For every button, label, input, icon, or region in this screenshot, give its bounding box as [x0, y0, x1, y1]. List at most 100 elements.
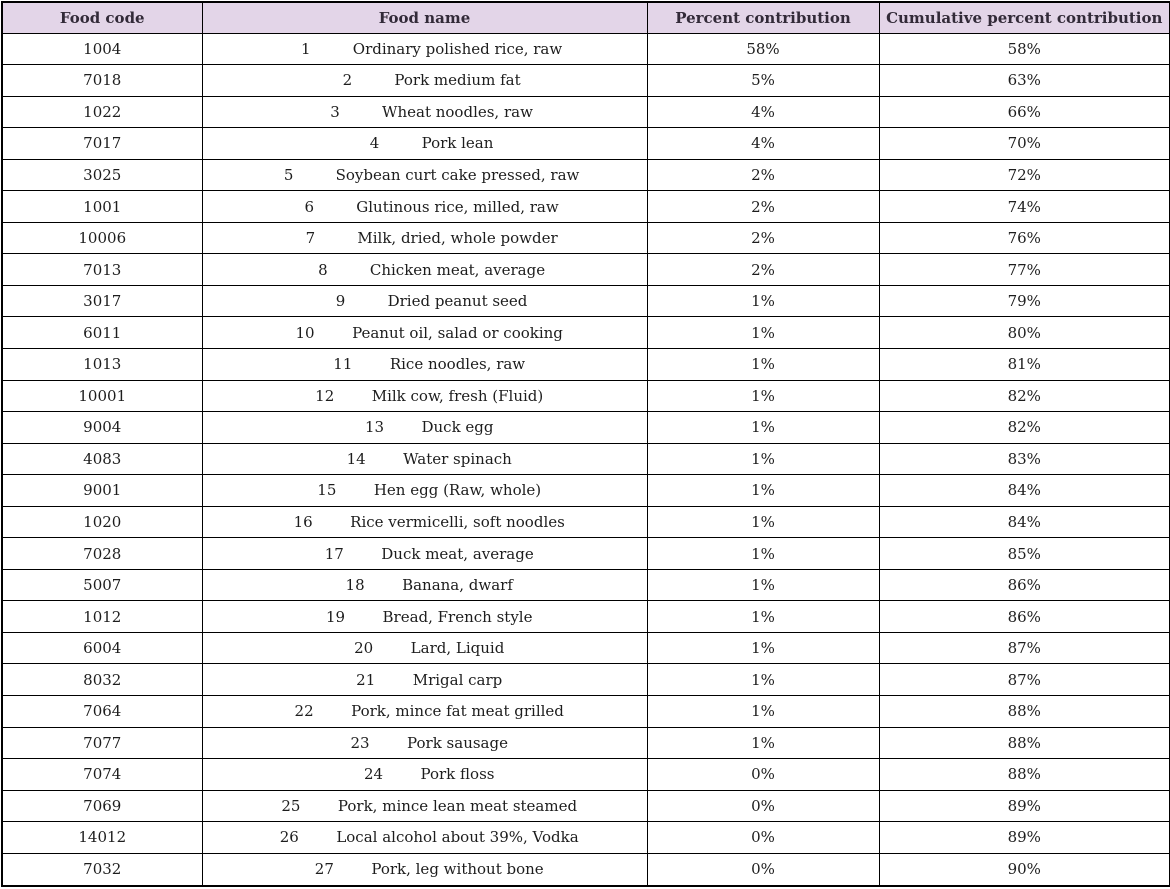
food-code-cell: 10001 [1, 379, 203, 413]
food-name-cell: 16 Rice vermicelli, soft noodles [201, 505, 648, 539]
food-name-cell: 3 Wheat noodles, raw [201, 95, 648, 129]
food-name-cell: 11 Rice noodles, raw [201, 347, 648, 381]
food-code-cell: 1022 [1, 95, 203, 129]
table-row: 6004 20 Lard, Liquid 1% 87% [1, 631, 1170, 665]
food-code-cell: 7074 [1, 758, 203, 791]
percent-contribution-cell: 1% [646, 474, 880, 507]
food-name-cell: 23 Pork sausage [201, 726, 648, 760]
food-name-cell: 22 Pork, mince fat meat grilled [201, 694, 648, 728]
food-rank-number: 20 [354, 639, 374, 658]
cumulative-percent-cell: 85% [878, 537, 1170, 570]
percent-contribution-cell: 58% [646, 32, 880, 66]
cumulative-percent-cell: 84% [878, 505, 1170, 539]
table-row: 7028 17 Duck meat, average 1% 85% [1, 537, 1170, 570]
food-name-text: Ordinary polished rice, raw [352, 39, 563, 58]
col-header-food-name: Food name [201, 1, 648, 34]
food-name-cell: 12 Milk cow, fresh (Fluid) [201, 379, 648, 413]
food-code-cell: 10006 [1, 221, 203, 255]
food-code-cell: 8032 [1, 663, 203, 696]
percent-contribution-cell: 1% [646, 631, 880, 665]
food-rank-number: 3 [330, 102, 340, 121]
food-rank-number: 16 [293, 512, 313, 531]
percent-contribution-cell: 4% [646, 127, 880, 160]
food-name-text: Pork medium fat [394, 71, 521, 90]
table-row: 14012 26 Local alcohol about 39%, Vodka 0% 8… [1, 821, 1170, 854]
food-code-cell: 9001 [1, 474, 203, 507]
col-header-percent-contribution: Percent contribution [646, 1, 880, 34]
table-row: 7013 8 Chicken meat, average 2% 77% [1, 253, 1170, 286]
cumulative-percent-cell: 72% [878, 158, 1170, 192]
cumulative-percent-cell: 86% [878, 568, 1170, 602]
food-code-cell: 1012 [1, 600, 203, 633]
food-name-text: Chicken meat, average [369, 260, 546, 279]
food-rank-number: 9 [335, 292, 346, 311]
food-rank-number: 19 [325, 607, 346, 626]
percent-contribution-cell: 0% [646, 821, 880, 854]
table-row: 3025 5 Soybean curt cake pressed, raw 2% 72% [1, 158, 1170, 192]
food-rank-number: 26 [279, 828, 299, 847]
food-rank-number: 18 [345, 576, 365, 595]
food-code-cell: 4083 [1, 442, 203, 476]
table-row: 10001 12 Milk cow, fresh (Fluid) 1% 82% [1, 379, 1170, 413]
cumulative-percent-cell: 74% [878, 190, 1170, 223]
food-name-text: Pork, mince fat meat grilled [351, 702, 564, 721]
percent-contribution-cell: 1% [646, 600, 880, 633]
food-name-cell: 17 Duck meat, average [201, 537, 648, 570]
percent-contribution-cell: 1% [646, 537, 880, 570]
food-name-cell: 14 Water spinach [201, 442, 648, 476]
table-row: 1013 11 Rice noodles, raw 1% 81% [1, 347, 1170, 381]
food-rank-number: 15 [317, 481, 337, 500]
food-name-text: Bread, French style [382, 607, 533, 626]
percent-contribution-cell: 1% [646, 411, 880, 444]
food-code-cell: 3025 [1, 158, 203, 192]
food-name-cell: 21 Mrigal carp [201, 663, 648, 696]
food-name-cell: 19 Bread, French style [201, 600, 648, 633]
table-row: 7017 4 Pork lean 4% 70% [1, 127, 1170, 160]
food-code-cell: 7017 [1, 127, 203, 160]
food-name-text: Soybean curt cake pressed, raw [335, 165, 580, 184]
food-name-text: Local alcohol about 39%, Vodka [336, 828, 579, 847]
food-code-cell: 7018 [1, 64, 203, 97]
food-code-cell: 6011 [1, 316, 203, 349]
food-name-cell: 27 Pork, leg without bone [201, 852, 648, 887]
col-header-cumulative-percent-contribution: Cumulative percent contribution [878, 1, 1170, 34]
food-rank-number: 22 [294, 702, 314, 721]
table-row: 8032 21 Mrigal carp 1% 87% [1, 663, 1170, 696]
percent-contribution-cell: 1% [646, 663, 880, 696]
cumulative-percent-cell: 63% [878, 64, 1170, 97]
cumulative-percent-cell: 88% [878, 694, 1170, 728]
cumulative-percent-cell: 86% [878, 600, 1170, 633]
food-name-text: Peanut oil, salad or cooking [352, 323, 563, 342]
cumulative-percent-cell: 66% [878, 95, 1170, 129]
cumulative-percent-cell: 58% [878, 32, 1170, 66]
food-code-cell: 1001 [1, 190, 203, 223]
food-code-cell: 14012 [1, 821, 203, 854]
percent-contribution-cell: 1% [646, 568, 880, 602]
cumulative-percent-cell: 76% [878, 221, 1170, 255]
food-rank-number: 4 [369, 134, 380, 153]
table-row: 7064 22 Pork, mince fat meat grilled 1% 88% [1, 694, 1170, 728]
food-name-cell: 26 Local alcohol about 39%, Vodka [201, 821, 648, 854]
food-name-text: Pork, mince lean meat steamed [337, 796, 578, 815]
food-name-text: Pork floss [420, 765, 495, 784]
percent-contribution-cell: 2% [646, 253, 880, 286]
food-name-cell: 5 Soybean curt cake pressed, raw [201, 158, 648, 192]
table-row: 5007 18 Banana, dwarf 1% 86% [1, 568, 1170, 602]
table-row: 7077 23 Pork sausage 1% 88% [1, 726, 1170, 760]
food-name-text: Water spinach [403, 449, 512, 468]
food-rank-number: 14 [346, 449, 366, 468]
food-name-text: Pork sausage [407, 733, 508, 752]
food-code-cell: 5007 [1, 568, 203, 602]
table-row: 4083 14 Water spinach 1% 83% [1, 442, 1170, 476]
food-name-cell: 24 Pork floss [201, 758, 648, 791]
food-name-text: Wheat noodles, raw [382, 102, 533, 121]
cumulative-percent-cell: 90% [878, 852, 1170, 887]
food-name-cell: 10 Peanut oil, salad or cooking [201, 316, 648, 349]
table-row: 7069 25 Pork, mince lean meat steamed 0% 89% [1, 789, 1170, 823]
food-name-cell: 2 Pork medium fat [201, 64, 648, 97]
food-name-text: Milk cow, fresh (Fluid) [371, 386, 544, 405]
cumulative-percent-cell: 83% [878, 442, 1170, 476]
table-row: 1022 3 Wheat noodles, raw 4% 66% [1, 95, 1170, 129]
food-name-cell: 7 Milk, dried, whole powder [201, 221, 648, 255]
food-rank-number: 17 [324, 544, 344, 563]
